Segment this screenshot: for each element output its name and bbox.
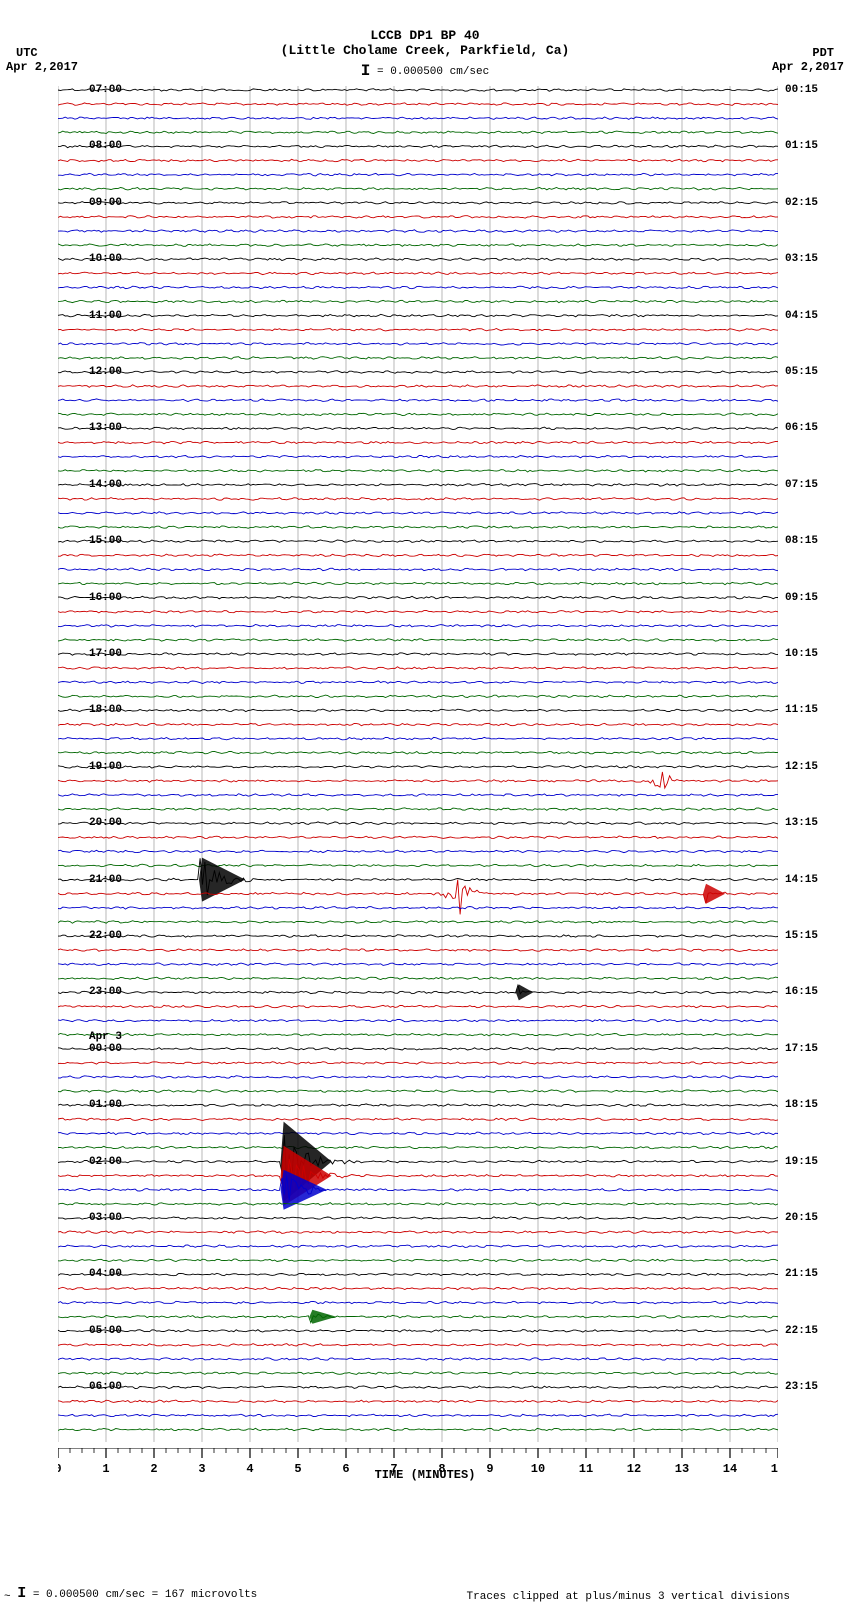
utc-hour-label: 07:00 <box>62 84 122 96</box>
utc-hour-label: 08:00 <box>62 140 122 152</box>
utc-hour-label: 09:00 <box>62 197 122 209</box>
utc-hour-label: 19:00 <box>62 761 122 773</box>
pdt-hour-label: 15:15 <box>785 930 818 942</box>
pdt-hour-label: 13:15 <box>785 817 818 829</box>
pdt-hour-label: 06:15 <box>785 422 818 434</box>
pdt-hour-label: 19:15 <box>785 1156 818 1168</box>
utc-hour-label: 16:00 <box>62 592 122 604</box>
pdt-hour-label: 23:15 <box>785 1381 818 1393</box>
utc-hour-label: 21:00 <box>62 874 122 886</box>
pdt-hour-label: 08:15 <box>785 535 818 547</box>
scale-bar-icon: I <box>17 1585 26 1602</box>
date-left-label: Apr 2,2017 <box>6 60 78 74</box>
utc-hour-label: 00:00 <box>62 1043 122 1055</box>
utc-hour-label: 22:00 <box>62 930 122 942</box>
pdt-hour-label: 11:15 <box>785 704 818 716</box>
utc-hour-label: 18:00 <box>62 704 122 716</box>
pdt-hour-label: 01:15 <box>785 140 818 152</box>
station-title: LCCB DP1 BP 40 <box>0 28 850 43</box>
station-subtitle: (Little Cholame Creek, Parkfield, Ca) <box>0 43 850 58</box>
pdt-hour-label: 21:15 <box>785 1268 818 1280</box>
pdt-hour-label: 05:15 <box>785 366 818 378</box>
pdt-hour-label: 22:15 <box>785 1325 818 1337</box>
pdt-hour-label: 20:15 <box>785 1212 818 1224</box>
pdt-hour-label: 10:15 <box>785 648 818 660</box>
date-right-label: Apr 2,2017 <box>772 60 844 74</box>
utc-hour-label: 13:00 <box>62 422 122 434</box>
utc-hour-label: 11:00 <box>62 310 122 322</box>
utc-hour-label: 15:00 <box>62 535 122 547</box>
utc-hour-label: 03:00 <box>62 1212 122 1224</box>
footer-right: Traces clipped at plus/minus 3 vertical … <box>467 1591 790 1603</box>
utc-hour-label: 10:00 <box>62 253 122 265</box>
utc-hour-label: 17:00 <box>62 648 122 660</box>
pdt-hour-label: 17:15 <box>785 1043 818 1055</box>
pdt-hour-label: 18:15 <box>785 1099 818 1111</box>
utc-hour-label: 04:00 <box>62 1268 122 1280</box>
pdt-hour-label: 03:15 <box>785 253 818 265</box>
utc-hour-label: 05:00 <box>62 1325 122 1337</box>
pdt-hour-label: 14:15 <box>785 874 818 886</box>
pdt-hour-label: 12:15 <box>785 761 818 773</box>
utc-hour-label: 06:00 <box>62 1381 122 1393</box>
pdt-hour-label: 09:15 <box>785 592 818 604</box>
utc-hour-label: 20:00 <box>62 817 122 829</box>
footer-left: ~ I = 0.000500 cm/sec = 167 microvolts <box>4 1585 257 1603</box>
scale-legend: I = 0.000500 cm/sec <box>0 62 850 80</box>
pdt-hour-label: 00:15 <box>785 84 818 96</box>
utc-hour-label: 01:00 <box>62 1099 122 1111</box>
seismogram-svg <box>58 86 778 1442</box>
utc-hour-label: 12:00 <box>62 366 122 378</box>
pdt-hour-label: 16:15 <box>785 986 818 998</box>
pdt-hour-label: 04:15 <box>785 310 818 322</box>
pdt-hour-label: 07:15 <box>785 479 818 491</box>
date-break-label: Apr 3 <box>62 1031 122 1043</box>
scale-bar-icon: I <box>361 62 371 80</box>
pdt-hour-label: 02:15 <box>785 197 818 209</box>
x-axis-label: TIME (MINUTES) <box>0 1468 850 1482</box>
tz-right-label: PDT <box>812 46 834 60</box>
utc-hour-label: 23:00 <box>62 986 122 998</box>
utc-hour-label: 14:00 <box>62 479 122 491</box>
utc-hour-label: 02:00 <box>62 1156 122 1168</box>
tz-left-label: UTC <box>16 46 38 60</box>
seismogram-plot <box>58 86 778 1442</box>
